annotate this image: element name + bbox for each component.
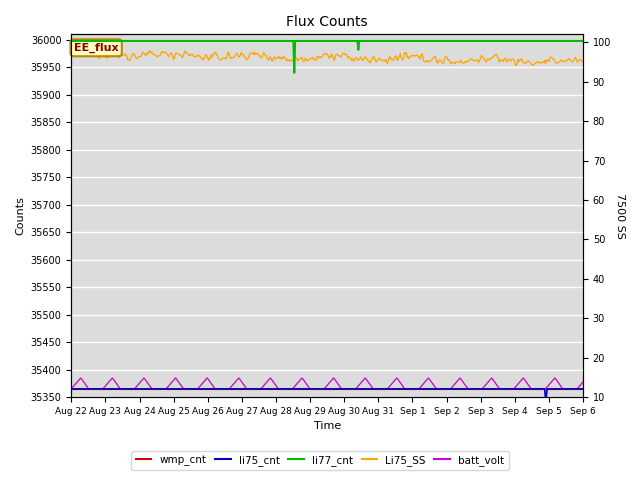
Y-axis label: 7500 SS: 7500 SS xyxy=(615,193,625,239)
X-axis label: Time: Time xyxy=(314,421,340,432)
Title: Flux Counts: Flux Counts xyxy=(286,15,368,29)
Text: EE_flux: EE_flux xyxy=(74,43,118,53)
Legend: wmp_cnt, li75_cnt, li77_cnt, Li75_SS, batt_volt: wmp_cnt, li75_cnt, li77_cnt, Li75_SS, ba… xyxy=(131,451,509,470)
Y-axis label: Counts: Counts xyxy=(15,196,25,235)
